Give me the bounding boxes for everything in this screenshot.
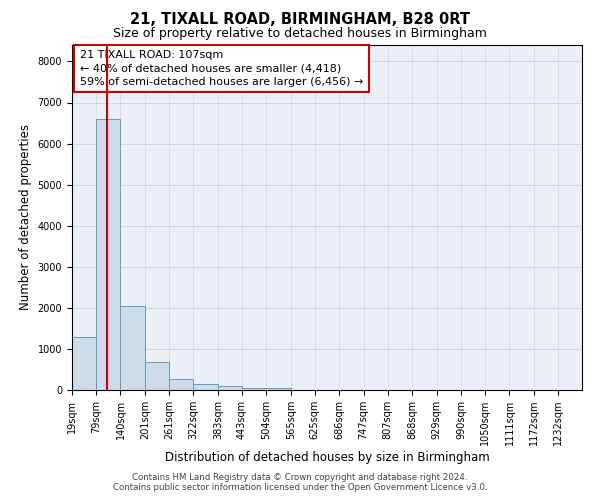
Bar	[242, 388, 266, 390]
Text: Size of property relative to detached houses in Birmingham: Size of property relative to detached ho…	[113, 28, 487, 40]
Bar	[145, 362, 169, 390]
Bar	[72, 336, 96, 390]
Bar	[169, 378, 193, 390]
Y-axis label: Number of detached properties: Number of detached properties	[19, 124, 32, 310]
Text: 21, TIXALL ROAD, BIRMINGHAM, B28 0RT: 21, TIXALL ROAD, BIRMINGHAM, B28 0RT	[130, 12, 470, 28]
Bar	[193, 384, 218, 390]
Bar	[266, 388, 291, 390]
Text: Contains HM Land Registry data © Crown copyright and database right 2024.
Contai: Contains HM Land Registry data © Crown c…	[113, 473, 487, 492]
Bar	[96, 119, 121, 390]
Bar	[218, 386, 242, 390]
Bar	[121, 306, 145, 390]
Text: 21 TIXALL ROAD: 107sqm
← 40% of detached houses are smaller (4,418)
59% of semi-: 21 TIXALL ROAD: 107sqm ← 40% of detached…	[80, 50, 363, 86]
X-axis label: Distribution of detached houses by size in Birmingham: Distribution of detached houses by size …	[164, 451, 490, 464]
